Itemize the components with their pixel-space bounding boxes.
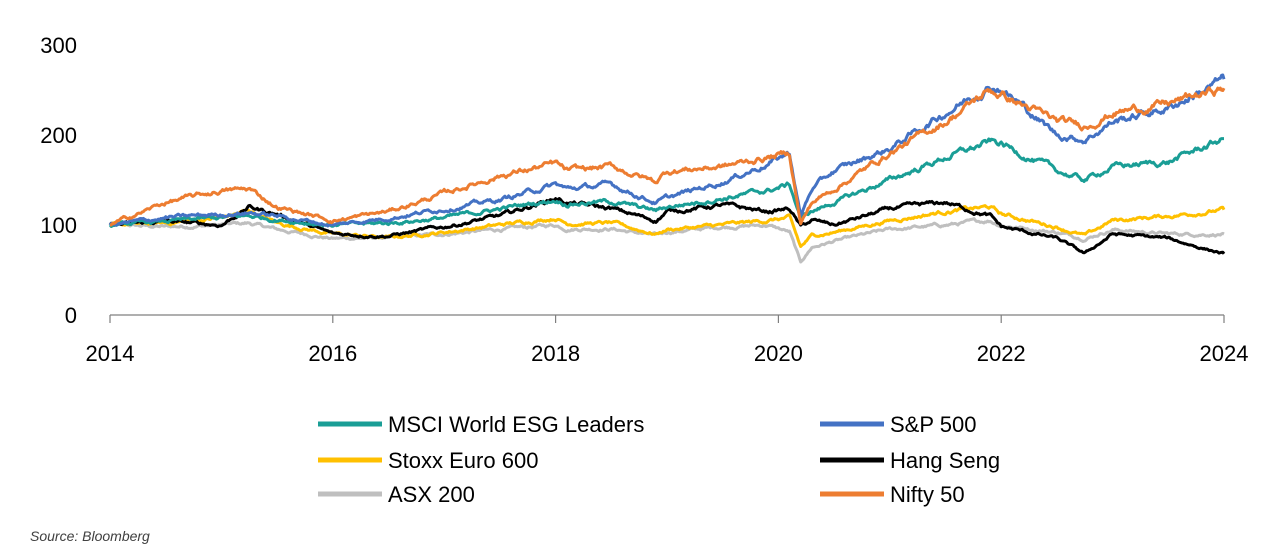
series-line-s-p-500 — [108, 73, 1226, 228]
series-line-asx-200 — [109, 217, 1225, 264]
y-tick-label: 200 — [40, 123, 77, 148]
y-tick-label: 100 — [40, 213, 77, 238]
y-tick-label: 0 — [65, 303, 77, 328]
legend-label: ASX 200 — [388, 482, 475, 507]
axes: 2014 2016 2018 2020 2022 2024 0 100 200 300 — [40, 33, 1248, 366]
legend-label: Hang Seng — [890, 448, 1000, 473]
legend-label: Nifty 50 — [890, 482, 965, 507]
legend: MSCI World ESG Leaders S&P 500 Stoxx Euro … — [318, 412, 1000, 507]
x-tick-label: 2014 — [86, 341, 135, 366]
legend-label: Stoxx Euro 600 — [388, 448, 538, 473]
series-line-nifty-50 — [109, 86, 1226, 227]
series-line-stoxx-euro-600 — [108, 204, 1226, 248]
chart: 2014 2016 2018 2020 2022 2024 0 100 200 300 MSCI … — [40, 33, 1248, 507]
y-tick-label: 300 — [40, 33, 77, 58]
source-note: Source: Bloomberg — [30, 528, 150, 544]
x-tick-label: 2024 — [1200, 341, 1249, 366]
x-tick-label: 2016 — [308, 341, 357, 366]
plot-lines — [108, 73, 1226, 264]
x-tick-label: 2020 — [754, 341, 803, 366]
x-tick-label: 2018 — [531, 341, 580, 366]
x-tick-label: 2022 — [977, 341, 1026, 366]
legend-label: MSCI World ESG Leaders — [388, 412, 644, 437]
series-line-msci-world-esg-leaders — [108, 137, 1225, 228]
legend-label: S&P 500 — [890, 412, 976, 437]
